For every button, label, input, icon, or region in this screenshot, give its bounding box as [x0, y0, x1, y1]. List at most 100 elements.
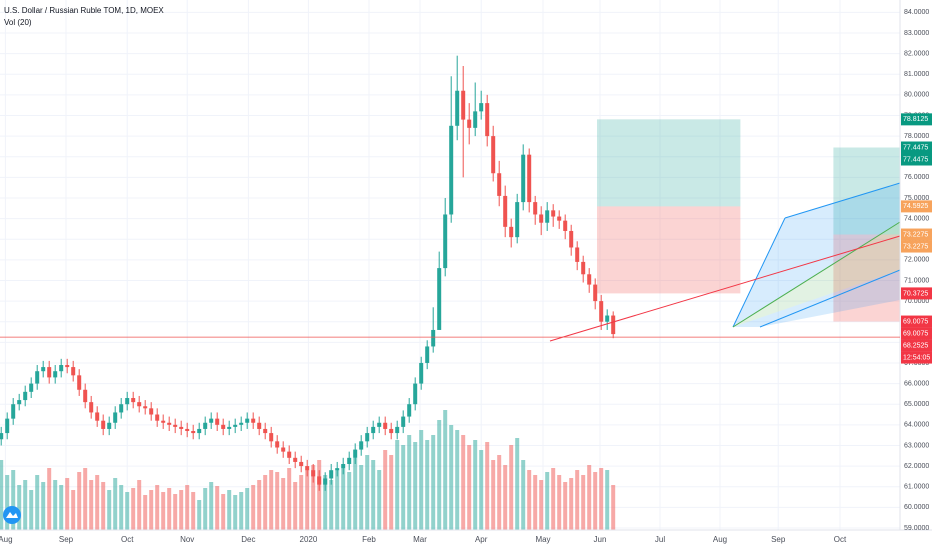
- volume-bar: [269, 470, 274, 530]
- volume-bar: [377, 470, 382, 530]
- volume-bar: [209, 482, 214, 530]
- candle-body: [29, 383, 34, 392]
- candle-body: [383, 422, 388, 429]
- candle-body: [545, 210, 550, 223]
- volume-bar: [221, 494, 226, 530]
- volume-bar: [83, 468, 88, 530]
- volume-bar: [299, 475, 304, 530]
- x-tick-label: 2020: [300, 535, 318, 544]
- candle-body: [143, 406, 148, 409]
- volume-bar: [371, 460, 376, 530]
- chart-title: U.S. Dollar / Russian Ruble TOM, 1D, MOE…: [4, 6, 164, 15]
- price-label: 69.0075: [903, 330, 928, 337]
- y-tick-label: 71.0000: [904, 277, 929, 284]
- volume-bar: [41, 482, 46, 530]
- volume-bar: [95, 475, 100, 530]
- candle-body: [71, 367, 76, 376]
- volume-bar: [329, 480, 334, 530]
- candle-body: [0, 433, 4, 440]
- trend-line: [549, 235, 901, 342]
- volume-bar: [203, 488, 208, 530]
- volume-bar: [77, 472, 82, 530]
- x-tick-label: Mar: [413, 535, 427, 544]
- volume-bar: [443, 410, 448, 530]
- volume-bar: [605, 470, 610, 530]
- candle-body: [275, 441, 280, 448]
- y-tick-label: 75.0000: [904, 195, 929, 202]
- price-label: 73.2275: [903, 243, 928, 250]
- candle-body: [407, 404, 412, 417]
- candle-body: [431, 329, 436, 347]
- volume-bar: [485, 442, 490, 530]
- candle-body: [287, 451, 292, 458]
- candle-body: [179, 426, 184, 429]
- y-tick-label: 72.0000: [904, 257, 929, 264]
- volume-bar: [275, 472, 280, 530]
- volume-bar: [305, 470, 310, 530]
- candle-body: [443, 214, 448, 269]
- volume-bar: [335, 470, 340, 530]
- volume-bar: [53, 480, 58, 530]
- y-tick-label: 59.0000: [904, 525, 929, 532]
- pitchfork-handle: [732, 217, 786, 328]
- candle-body: [263, 428, 268, 434]
- profit-zone: [833, 147, 900, 235]
- x-tick-label: Jul: [655, 535, 665, 544]
- candle-body: [581, 261, 586, 275]
- pitchfork-zone-top: [733, 183, 900, 327]
- volume-bar: [359, 465, 364, 530]
- candle-body: [437, 268, 442, 330]
- candle-body: [575, 247, 580, 262]
- candle-body: [521, 154, 526, 203]
- candle-body: [311, 470, 316, 477]
- price-label-bg: [901, 339, 932, 352]
- volume-bar: [23, 480, 28, 530]
- volume-bar: [455, 430, 460, 530]
- volume-bar: [185, 485, 190, 530]
- volume-bar: [419, 430, 424, 530]
- candle-body: [5, 418, 10, 434]
- candle-body: [533, 202, 538, 215]
- volume-bar: [401, 445, 406, 530]
- volume-bar: [257, 480, 262, 530]
- volume-bar: [107, 490, 112, 530]
- price-label: 77.4475: [903, 156, 928, 163]
- candle-body: [299, 461, 304, 467]
- volume-bar: [437, 420, 442, 530]
- price-label-bg: [901, 228, 932, 241]
- candle-body: [107, 422, 112, 429]
- price-label-bg: [901, 240, 932, 253]
- candle-body: [509, 226, 514, 238]
- y-tick-label: 64.0000: [904, 422, 929, 429]
- candle-body: [161, 420, 166, 423]
- y-tick-label: 62.0000: [904, 463, 929, 470]
- candle-body: [257, 422, 262, 429]
- candle-body: [473, 111, 478, 128]
- x-tick-label: Aug: [713, 535, 727, 544]
- candle-body: [359, 441, 364, 450]
- volume-bar: [251, 485, 256, 530]
- volume-bar: [425, 440, 430, 530]
- pitchfork-line: [784, 182, 901, 219]
- volume-bar: [539, 480, 544, 530]
- volume-bar: [71, 490, 76, 530]
- volume-bar: [527, 470, 532, 530]
- candle-body: [221, 424, 226, 429]
- volume-bar: [551, 468, 556, 530]
- volume-bar: [119, 485, 124, 530]
- candle-body: [497, 173, 502, 196]
- y-tick-label: 82.0000: [904, 50, 929, 57]
- volume-bar: [5, 475, 10, 530]
- x-tick-label: Aug: [0, 535, 13, 544]
- x-tick-label: Oct: [834, 535, 847, 544]
- candle-body: [137, 402, 142, 407]
- candle-body: [173, 424, 178, 427]
- candle-body: [47, 367, 52, 378]
- volume-bar: [449, 425, 454, 530]
- price-label-bg: [901, 153, 932, 166]
- candle-body: [449, 125, 454, 215]
- volume-bar: [179, 490, 184, 530]
- profit-zone: [597, 119, 741, 207]
- candle-body: [365, 433, 370, 442]
